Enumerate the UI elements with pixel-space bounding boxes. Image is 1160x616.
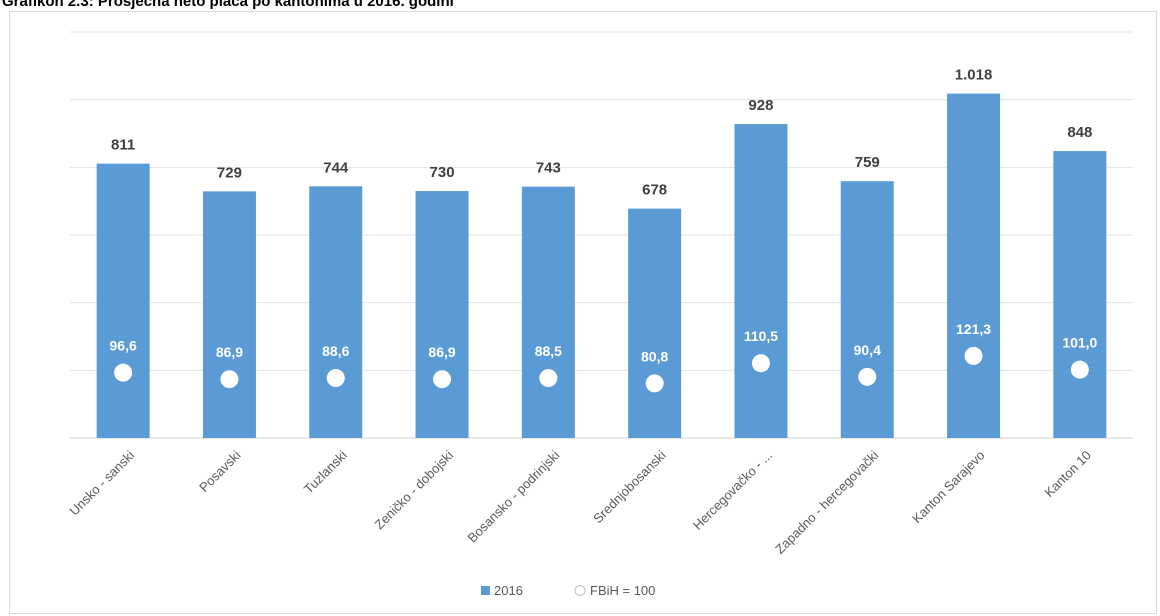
index-marker (433, 370, 452, 389)
index-marker (114, 363, 133, 382)
index-marker (1070, 360, 1089, 379)
bar (415, 191, 469, 438)
bar-value-label: 678 (642, 182, 667, 199)
legend-label-fbih: FBiH = 100 (590, 583, 655, 598)
index-value-label: 90,4 (854, 342, 881, 358)
bars (96, 93, 1107, 439)
index-marker (964, 346, 983, 365)
index-value-label: 96,6 (110, 338, 137, 354)
bar (1053, 151, 1107, 439)
legend-label-2016: 2016 (494, 583, 523, 598)
bar-value-label: 928 (748, 97, 773, 114)
bar-value-label: 729 (217, 164, 242, 181)
index-value-label: 80,8 (641, 348, 668, 364)
index-markers (114, 346, 1089, 393)
index-value-label: 121,3 (956, 321, 991, 337)
bar-value-label: 744 (323, 159, 349, 176)
data-labels: 811 96,6 729 86,9 744 88,6 730 86,9 743 88,5 678 80… (110, 67, 1098, 365)
category-label: Posavski (196, 447, 243, 494)
index-value-label: 86,9 (428, 344, 455, 360)
index-marker (858, 367, 877, 386)
bar-value-label: 759 (855, 154, 880, 171)
bar-value-label: 811 (111, 137, 135, 154)
bar (521, 186, 575, 438)
bar (96, 163, 150, 438)
bar-value-label: 743 (536, 160, 561, 177)
index-value-label: 110,5 (744, 328, 778, 344)
legend-swatch-2016 (481, 586, 490, 595)
index-value-label: 88,5 (535, 343, 562, 359)
index-marker (326, 369, 345, 388)
bar (202, 191, 256, 438)
bar (309, 186, 363, 438)
bar-value-label: 848 (1067, 124, 1092, 141)
index-marker (539, 369, 558, 388)
index-value-label: 101,0 (1062, 335, 1097, 351)
bar (628, 208, 682, 438)
legend[interactable]: 2016 FBiH = 100 (481, 583, 655, 598)
category-label: Bosansko - podrinjski (464, 447, 562, 545)
category-label: Zeničko - dobojski (371, 447, 456, 532)
bar (734, 124, 788, 438)
category-label: Kanton Sarajevo (909, 448, 988, 527)
index-marker (645, 374, 664, 393)
index-marker (220, 370, 239, 389)
bar-chart: 811 96,6 729 86,9 744 88,6 730 86,9 743 88,5 678 80… (66, 31, 1133, 598)
bar-value-label: 1.018 (955, 67, 993, 84)
index-value-label: 86,9 (216, 344, 243, 360)
category-label: Kanton 10 (1041, 448, 1094, 501)
category-label: Unsko - sanski (66, 447, 137, 518)
index-marker (751, 354, 770, 373)
legend-marker-fbih (574, 585, 586, 596)
bar (947, 93, 1001, 439)
category-label: Tuzlanski (301, 447, 350, 496)
index-value-label: 88,6 (322, 343, 349, 359)
chart-area: 811 96,6 729 86,9 744 88,6 730 86,9 743 88,5 678 80… (9, 11, 1157, 614)
category-label: Srednjobosanski (590, 447, 669, 526)
chart-title: Grafikon 2.3: Prosječna neto plaća po ka… (2, 0, 454, 10)
category-labels: Unsko - sanski Posavski Tuzlanski Zeničko -… (66, 447, 1094, 556)
category-label: Hercegovačko - ... (690, 448, 775, 533)
category-label: Zapadno - hercegovački (772, 447, 881, 556)
bar (840, 181, 894, 438)
bar-value-label: 730 (430, 164, 455, 181)
